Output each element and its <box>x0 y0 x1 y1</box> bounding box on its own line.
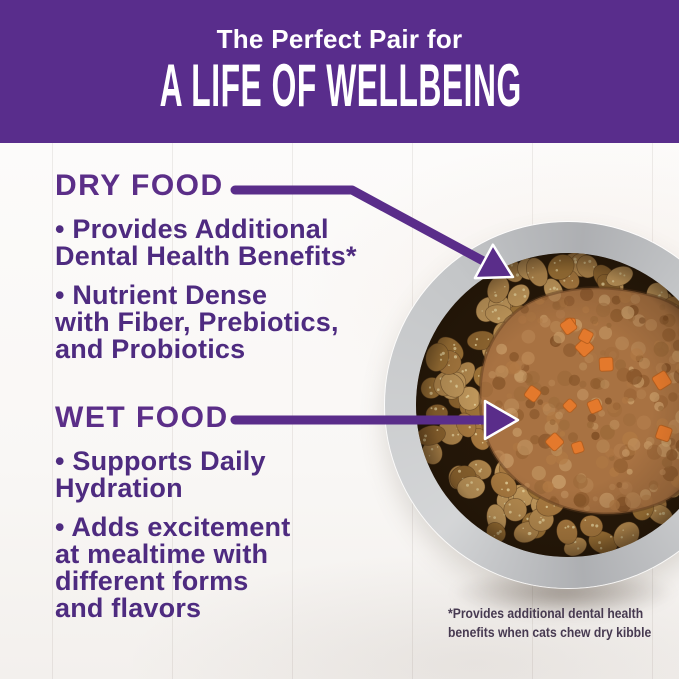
dry-food-section: DRY FOOD • Provides Additional Dental He… <box>55 168 395 363</box>
dry-food-heading: DRY FOOD <box>55 169 224 202</box>
bullet-line: • Supports Daily <box>55 446 266 476</box>
page-title: A LIFE OF WELLBEING <box>159 52 522 119</box>
bullet-line: with Fiber, Prebiotics, <box>55 307 339 337</box>
header-eyebrow: The Perfect Pair for <box>216 24 463 54</box>
footnote-line: benefits when cats chew dry kibble <box>448 625 652 640</box>
bullet-line: different forms <box>55 566 249 596</box>
dry-bullet-1: • Provides Additional Dental Health Bene… <box>55 216 395 270</box>
bullet-line: • Adds excitement <box>55 512 291 542</box>
bullet-line: • Provides Additional <box>55 214 329 244</box>
wet-food-section: WET FOOD • Supports Daily Hydration • Ad… <box>55 400 395 622</box>
bullet-line: Dental Health Benefits* <box>55 241 357 271</box>
bowl-contents <box>416 253 679 557</box>
footnote-line: *Provides additional dental health <box>448 606 644 621</box>
wet-food-heading: WET FOOD <box>55 401 229 434</box>
food-bowl-photo <box>385 222 679 588</box>
header-band: The Perfect Pair for A LIFE OF WELLBEING <box>0 0 679 143</box>
wet-bullet-1: • Supports Daily Hydration <box>55 448 395 502</box>
dry-bullet-2: • Nutrient Dense with Fiber, Prebiotics,… <box>55 282 395 363</box>
bullet-line: and Probiotics <box>55 334 246 364</box>
bullet-line: at mealtime with <box>55 539 269 569</box>
bullet-line: and flavors <box>55 593 202 623</box>
bullet-line: • Nutrient Dense <box>55 280 268 310</box>
footnote: *Provides additional dental health benef… <box>448 604 651 642</box>
bullet-line: Hydration <box>55 473 183 503</box>
wet-bullet-2: • Adds excitement at mealtime with diffe… <box>55 514 395 622</box>
